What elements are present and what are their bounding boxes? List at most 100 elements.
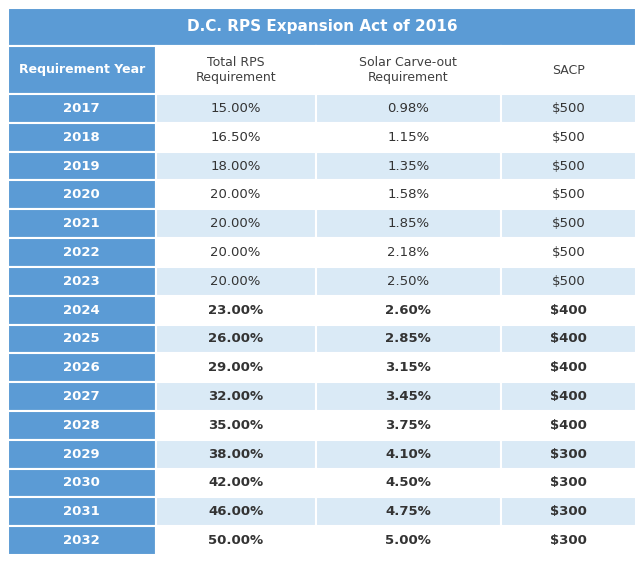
Bar [8,497,156,526]
Bar [8,354,156,382]
Text: 2.85%: 2.85% [386,332,431,346]
Bar [8,8,636,46]
Text: D.C. RPS Expansion Act of 2016: D.C. RPS Expansion Act of 2016 [187,20,457,34]
Text: 20.00%: 20.00% [211,275,261,288]
Text: $400: $400 [550,419,587,432]
Text: 3.75%: 3.75% [386,419,431,432]
Text: 2026: 2026 [63,361,100,374]
Text: 2030: 2030 [63,476,100,489]
Text: $300: $300 [550,534,587,547]
Text: 2022: 2022 [64,246,100,259]
Bar [501,209,636,238]
Bar [501,411,636,440]
Bar [156,440,316,468]
Bar [8,238,156,267]
Text: 2025: 2025 [64,332,100,346]
Text: $500: $500 [552,217,585,230]
Bar [501,497,636,526]
Bar [156,123,316,151]
Text: 2023: 2023 [63,275,100,288]
Text: 16.50%: 16.50% [211,131,261,144]
Text: 4.75%: 4.75% [386,505,431,519]
Bar [501,382,636,411]
Bar [501,468,636,497]
Text: 2024: 2024 [63,303,100,316]
Bar [8,382,156,411]
Text: $500: $500 [552,102,585,115]
Text: $500: $500 [552,275,585,288]
Bar [316,180,501,209]
Bar [501,123,636,151]
Text: 4.10%: 4.10% [385,448,431,461]
Bar [501,267,636,296]
Text: 15.00%: 15.00% [211,102,261,115]
Text: $500: $500 [552,246,585,259]
Text: 2019: 2019 [64,159,100,172]
Bar [156,180,316,209]
Text: 2020: 2020 [63,189,100,202]
Bar [501,324,636,354]
Bar [156,468,316,497]
Bar [501,354,636,382]
Bar [316,46,501,94]
Text: 20.00%: 20.00% [211,217,261,230]
Bar [316,411,501,440]
Text: 35.00%: 35.00% [208,419,263,432]
Text: 0.98%: 0.98% [388,102,430,115]
Bar [501,180,636,209]
Bar [316,267,501,296]
Text: 5.00%: 5.00% [385,534,431,547]
Bar [316,497,501,526]
Bar [501,238,636,267]
Bar [501,526,636,555]
Bar [8,94,156,123]
Text: 1.15%: 1.15% [387,131,430,144]
Text: $500: $500 [552,189,585,202]
Text: $500: $500 [552,159,585,172]
Bar [501,94,636,123]
Bar [316,238,501,267]
Bar [8,411,156,440]
Text: 2021: 2021 [64,217,100,230]
Text: 29.00%: 29.00% [208,361,263,374]
Bar [8,296,156,324]
Text: 18.00%: 18.00% [211,159,261,172]
Text: 2.60%: 2.60% [385,303,431,316]
Bar [316,526,501,555]
Bar [156,526,316,555]
Text: 2031: 2031 [63,505,100,519]
Text: Requirement Year: Requirement Year [19,64,145,77]
Text: 2027: 2027 [64,390,100,403]
Text: 20.00%: 20.00% [211,246,261,259]
Bar [316,123,501,151]
Bar [316,382,501,411]
Text: 1.85%: 1.85% [387,217,430,230]
Bar [501,296,636,324]
Bar [156,497,316,526]
Text: $300: $300 [550,505,587,519]
Bar [8,468,156,497]
Bar [316,324,501,354]
Text: $400: $400 [550,390,587,403]
Text: 23.00%: 23.00% [208,303,263,316]
Bar [156,267,316,296]
Text: 3.15%: 3.15% [386,361,431,374]
Text: $300: $300 [550,448,587,461]
Bar [8,151,156,180]
Text: 3.45%: 3.45% [385,390,431,403]
Bar [156,354,316,382]
Bar [501,46,636,94]
Bar [316,151,501,180]
Bar [316,296,501,324]
Text: 26.00%: 26.00% [208,332,263,346]
Text: SACP: SACP [552,64,585,77]
Text: 2017: 2017 [64,102,100,115]
Bar [316,354,501,382]
Bar [501,151,636,180]
Bar [8,46,156,94]
Bar [316,440,501,468]
Text: 42.00%: 42.00% [208,476,263,489]
Text: 2029: 2029 [64,448,100,461]
Bar [156,151,316,180]
Bar [8,324,156,354]
